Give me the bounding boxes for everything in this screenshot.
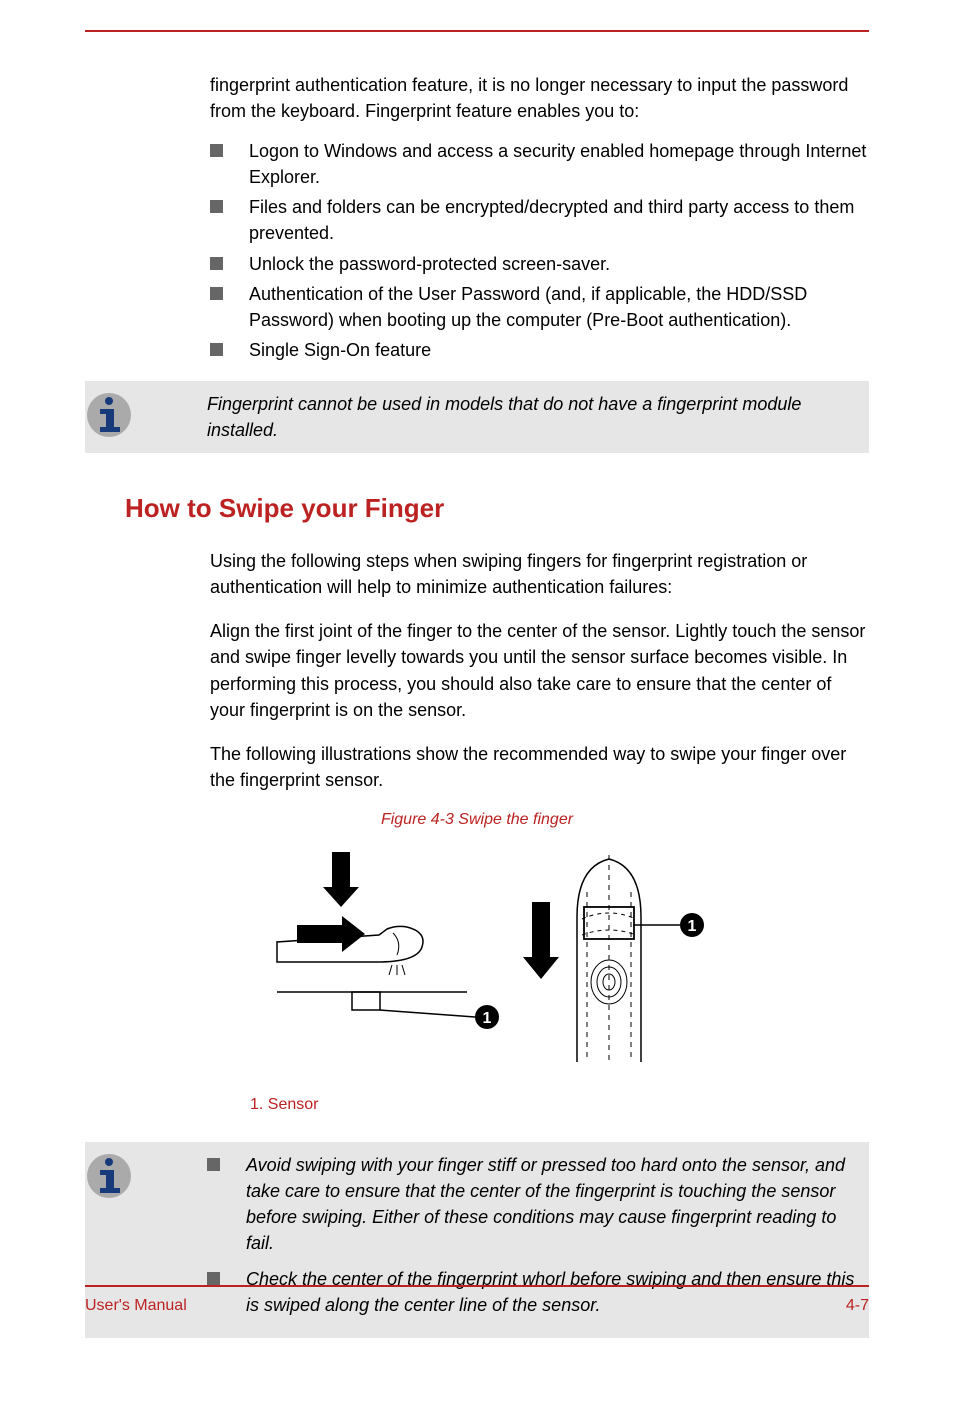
figure-caption: Figure 4-3 Swipe the finger <box>85 811 869 829</box>
body-paragraph: Using the following steps when swiping f… <box>210 548 869 600</box>
top-border <box>85 30 869 32</box>
bullet-icon <box>207 1272 220 1285</box>
callout-number: 1 <box>483 1010 492 1027</box>
bullet-icon <box>210 200 223 213</box>
callout-number: 1 <box>688 918 697 935</box>
list-item: Single Sign-On feature <box>210 337 869 363</box>
body-paragraph: The following illustrations show the rec… <box>210 741 869 793</box>
list-item-text: Avoid swiping with your finger stiff or … <box>246 1152 855 1256</box>
list-item-text: Single Sign-On feature <box>249 337 431 363</box>
list-item-text: Authentication of the User Password (and… <box>249 281 869 333</box>
footer-left: User's Manual <box>85 1297 187 1315</box>
list-item: Logon to Windows and access a security e… <box>210 138 869 190</box>
figure-swipe-finger: 1 1 <box>85 847 869 1072</box>
info-icon <box>85 391 133 439</box>
note-box: Fingerprint cannot be used in models tha… <box>85 381 869 453</box>
page-footer: User's Manual 4-7 <box>85 1285 869 1315</box>
info-icon <box>85 1152 133 1200</box>
feature-list: Logon to Windows and access a security e… <box>210 138 869 363</box>
list-item: Authentication of the User Password (and… <box>210 281 869 333</box>
footer-right: 4-7 <box>846 1297 869 1315</box>
bullet-icon <box>210 343 223 356</box>
bullet-icon <box>210 257 223 270</box>
bullet-icon <box>207 1158 220 1171</box>
list-item-text: Files and folders can be encrypted/decry… <box>249 194 869 246</box>
bullet-icon <box>210 287 223 300</box>
body-paragraph: Align the first joint of the finger to t… <box>210 618 869 722</box>
list-item-text: Logon to Windows and access a security e… <box>249 138 869 190</box>
section-heading: How to Swipe your Finger <box>125 493 869 524</box>
figure-legend: 1. Sensor <box>250 1096 869 1114</box>
list-item-text: Unlock the password-protected screen-sav… <box>249 251 610 277</box>
intro-paragraph: fingerprint authentication feature, it i… <box>210 72 869 124</box>
list-item: Files and folders can be encrypted/decry… <box>210 194 869 246</box>
note-text: Fingerprint cannot be used in models tha… <box>147 391 855 443</box>
bullet-icon <box>210 144 223 157</box>
list-item: Avoid swiping with your finger stiff or … <box>207 1152 855 1256</box>
list-item: Unlock the password-protected screen-sav… <box>210 251 869 277</box>
